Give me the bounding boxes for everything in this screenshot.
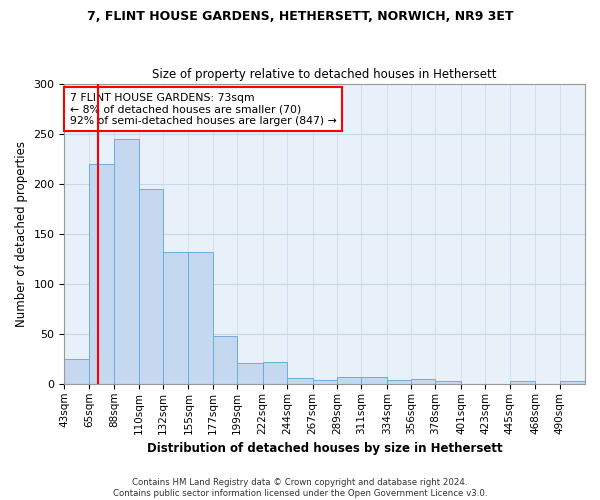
X-axis label: Distribution of detached houses by size in Hethersett: Distribution of detached houses by size … bbox=[147, 442, 503, 455]
Bar bbox=[287, 378, 313, 384]
Bar bbox=[139, 188, 163, 384]
Y-axis label: Number of detached properties: Number of detached properties bbox=[15, 140, 28, 326]
Bar bbox=[509, 381, 535, 384]
Bar bbox=[411, 379, 436, 384]
Bar bbox=[237, 363, 263, 384]
Bar bbox=[188, 252, 213, 384]
Bar bbox=[337, 377, 361, 384]
Bar bbox=[89, 164, 114, 384]
Bar bbox=[213, 336, 237, 384]
Bar bbox=[560, 381, 585, 384]
Bar bbox=[64, 359, 89, 384]
Text: 7 FLINT HOUSE GARDENS: 73sqm
← 8% of detached houses are smaller (70)
92% of sem: 7 FLINT HOUSE GARDENS: 73sqm ← 8% of det… bbox=[70, 92, 337, 126]
Bar bbox=[313, 380, 337, 384]
Bar bbox=[263, 362, 287, 384]
Bar bbox=[436, 381, 461, 384]
Bar bbox=[163, 252, 188, 384]
Bar bbox=[361, 377, 387, 384]
Bar bbox=[387, 380, 411, 384]
Text: Contains HM Land Registry data © Crown copyright and database right 2024.
Contai: Contains HM Land Registry data © Crown c… bbox=[113, 478, 487, 498]
Bar bbox=[114, 138, 139, 384]
Title: Size of property relative to detached houses in Hethersett: Size of property relative to detached ho… bbox=[152, 68, 497, 81]
Text: 7, FLINT HOUSE GARDENS, HETHERSETT, NORWICH, NR9 3ET: 7, FLINT HOUSE GARDENS, HETHERSETT, NORW… bbox=[87, 10, 513, 23]
